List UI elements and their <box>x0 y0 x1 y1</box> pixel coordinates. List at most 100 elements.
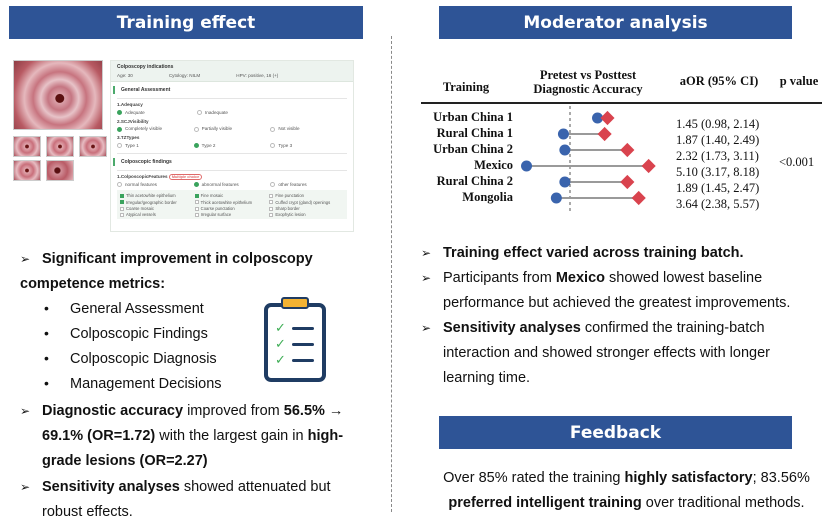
feature-checkbox[interactable]: Thin acetowhite epithelium <box>120 193 195 198</box>
feedback-title: Feedback <box>439 416 792 449</box>
radio-icon <box>270 143 276 149</box>
feature-checkbox[interactable]: Coarse punctation <box>194 206 270 211</box>
training-row-label: Mongolia <box>462 190 513 204</box>
checkbox-checked-icon <box>194 194 199 198</box>
tz-option-type1[interactable]: Type 1 <box>117 143 194 149</box>
adequacy-option-inadequate[interactable]: Inadequate <box>197 110 277 116</box>
feature-checkbox[interactable]: Fine mosaic <box>194 193 270 198</box>
scj-visibility-question: 2.SCJVisibility <box>117 118 149 124</box>
scj-option-completely[interactable]: Completely visible <box>117 126 194 132</box>
radio-icon <box>270 126 276 132</box>
sub-item-colposcopic-diagnosis: • Colposcopic Diagnosis <box>44 350 217 367</box>
check-mark-icon: ✓ <box>275 353 286 368</box>
feature-checkbox[interactable]: Fine punctation <box>269 193 344 198</box>
feature-checkbox[interactable]: Cuffed crypt (gland) openings <box>269 200 344 205</box>
feature-checkbox[interactable]: Exophytic lesion <box>269 212 344 217</box>
arrow-bullet-icon: ➢ <box>421 271 432 285</box>
training-row-label: Urban China 2 <box>433 142 513 156</box>
checkbox-icon <box>194 212 199 217</box>
patient-cytology: Cytology: NILM <box>168 73 201 79</box>
general-assessment-heading: General Assessment <box>113 86 353 95</box>
clipboard-clip-icon <box>281 297 309 309</box>
pretest-point <box>521 160 533 172</box>
bullet-mexico: ➢ Participants from Mexico showed lowest … <box>421 266 826 316</box>
sub-item-general-assessment: • General Assessment <box>44 300 204 317</box>
colposcopy-assessment-form: Colposcopy indications Age: 30 Cytology:… <box>110 60 354 232</box>
col-header-training: Training <box>442 80 490 94</box>
col-header-aor: aOR (95% CI) <box>679 74 759 88</box>
posttest-point <box>631 190 646 206</box>
aor-value: 2.32 (1.73, 3.11) <box>676 149 759 163</box>
arrow-bullet-icon: ➢ <box>20 252 31 266</box>
aor-value: 1.45 (0.98, 2.14) <box>676 117 760 131</box>
p-value: <0.001 <box>779 155 815 169</box>
posttest-point <box>620 174 635 190</box>
radio-selected-icon <box>193 143 199 149</box>
colposcopic-findings-heading: Colposcopic findings <box>113 157 353 166</box>
feature-checkbox[interactable]: Thick acetowhite epithelium <box>194 200 270 205</box>
colposcopy-thumbnail[interactable] <box>79 136 107 157</box>
tz-option-type2[interactable]: Type 2 <box>193 143 271 149</box>
aor-value: 1.87 (1.40, 2.49) <box>676 133 760 147</box>
posttest-point <box>641 158 656 174</box>
aor-value: 3.64 (2.38, 5.57) <box>676 197 760 211</box>
colposcopy-thumbnail[interactable] <box>13 160 41 181</box>
adequacy-option-adequate[interactable]: Adequate <box>117 110 197 116</box>
arrow-bullet-icon: ➢ <box>421 246 432 260</box>
checkbox-icon <box>120 206 124 211</box>
colposcopy-thumbnail[interactable] <box>46 136 74 157</box>
table-header-rule <box>421 102 822 104</box>
pretest-point <box>557 128 569 140</box>
training-effect-title: Training effect <box>9 6 363 39</box>
bullet-sensitivity-left: ➢ Sensitivity analyses showed attenuated … <box>20 475 370 524</box>
tz-option-type3[interactable]: Type 3 <box>270 143 347 149</box>
panel-divider <box>391 36 392 512</box>
checkbox-icon <box>120 212 124 217</box>
checkbox-icon <box>269 194 274 198</box>
arrow-bullet-icon: ➢ <box>20 480 31 494</box>
forest-plot <box>521 106 656 212</box>
training-row-label: Mexico <box>474 158 513 172</box>
sub-item-management-decisions: • Management Decisions <box>44 375 222 392</box>
scj-option-not-visible[interactable]: Not visible <box>270 126 347 132</box>
feature-checkbox[interactable]: Sharp border <box>269 206 344 211</box>
feedback-text: Over 85% rated the training highly satis… <box>443 470 810 511</box>
aor-value: 1.89 (1.45, 2.47) <box>676 181 760 195</box>
features-option-normal[interactable]: normal features <box>117 182 194 188</box>
form-header-title: Colposcopy indications <box>117 64 174 70</box>
bullet-diagnostic-accuracy: ➢ Diagnostic accuracy improved from 56.5%… <box>20 399 370 474</box>
checkbox-icon <box>269 206 274 211</box>
colposcopic-features-question: 1.ColposcopicFeatures Multiple choice <box>111 173 353 180</box>
feature-checkbox[interactable]: Coarse mosaic <box>120 206 195 211</box>
scj-option-partially[interactable]: Partially visible <box>193 126 271 132</box>
features-option-other[interactable]: other features <box>270 182 347 188</box>
radio-icon <box>193 126 199 132</box>
checkbox-icon <box>269 200 274 205</box>
features-option-abnormal[interactable]: abnormal features <box>193 182 271 188</box>
colposcopy-thumbnail[interactable] <box>46 160 74 181</box>
colposcopy-thumbnail[interactable] <box>13 136 41 157</box>
radio-selected-icon <box>117 126 122 132</box>
sub-item-colposcopic-findings: • Colposcopic Findings <box>44 325 208 342</box>
feature-checkbox[interactable]: Irregular/geographic border <box>120 200 195 205</box>
check-mark-icon: ✓ <box>275 321 286 336</box>
posttest-point <box>597 126 612 142</box>
feature-checkbox[interactable]: Irregular surface <box>194 212 270 217</box>
radio-icon <box>270 182 276 187</box>
radio-icon <box>117 143 122 149</box>
patient-hpv: HPV: positive, 16 (+) <box>236 73 279 79</box>
pretest-point <box>559 176 571 188</box>
training-row-label: Urban China 1 <box>433 110 513 124</box>
training-row-label: Rural China 1 <box>436 126 513 140</box>
checkbox-checked-icon <box>120 194 124 198</box>
patient-age: Age: 30 <box>117 73 133 79</box>
col-header-p-value: p value <box>779 74 819 88</box>
radio-selected-icon <box>117 110 122 116</box>
adequacy-question: 1.Adequacy <box>117 102 143 108</box>
checkbox-checked-icon <box>120 200 124 205</box>
checkbox-icon <box>194 200 199 205</box>
arrow-bullet-icon: ➢ <box>421 321 432 335</box>
pretest-point <box>559 144 571 156</box>
pretest-point <box>550 192 562 204</box>
feature-checkbox[interactable]: Atypical vessels <box>120 212 195 217</box>
